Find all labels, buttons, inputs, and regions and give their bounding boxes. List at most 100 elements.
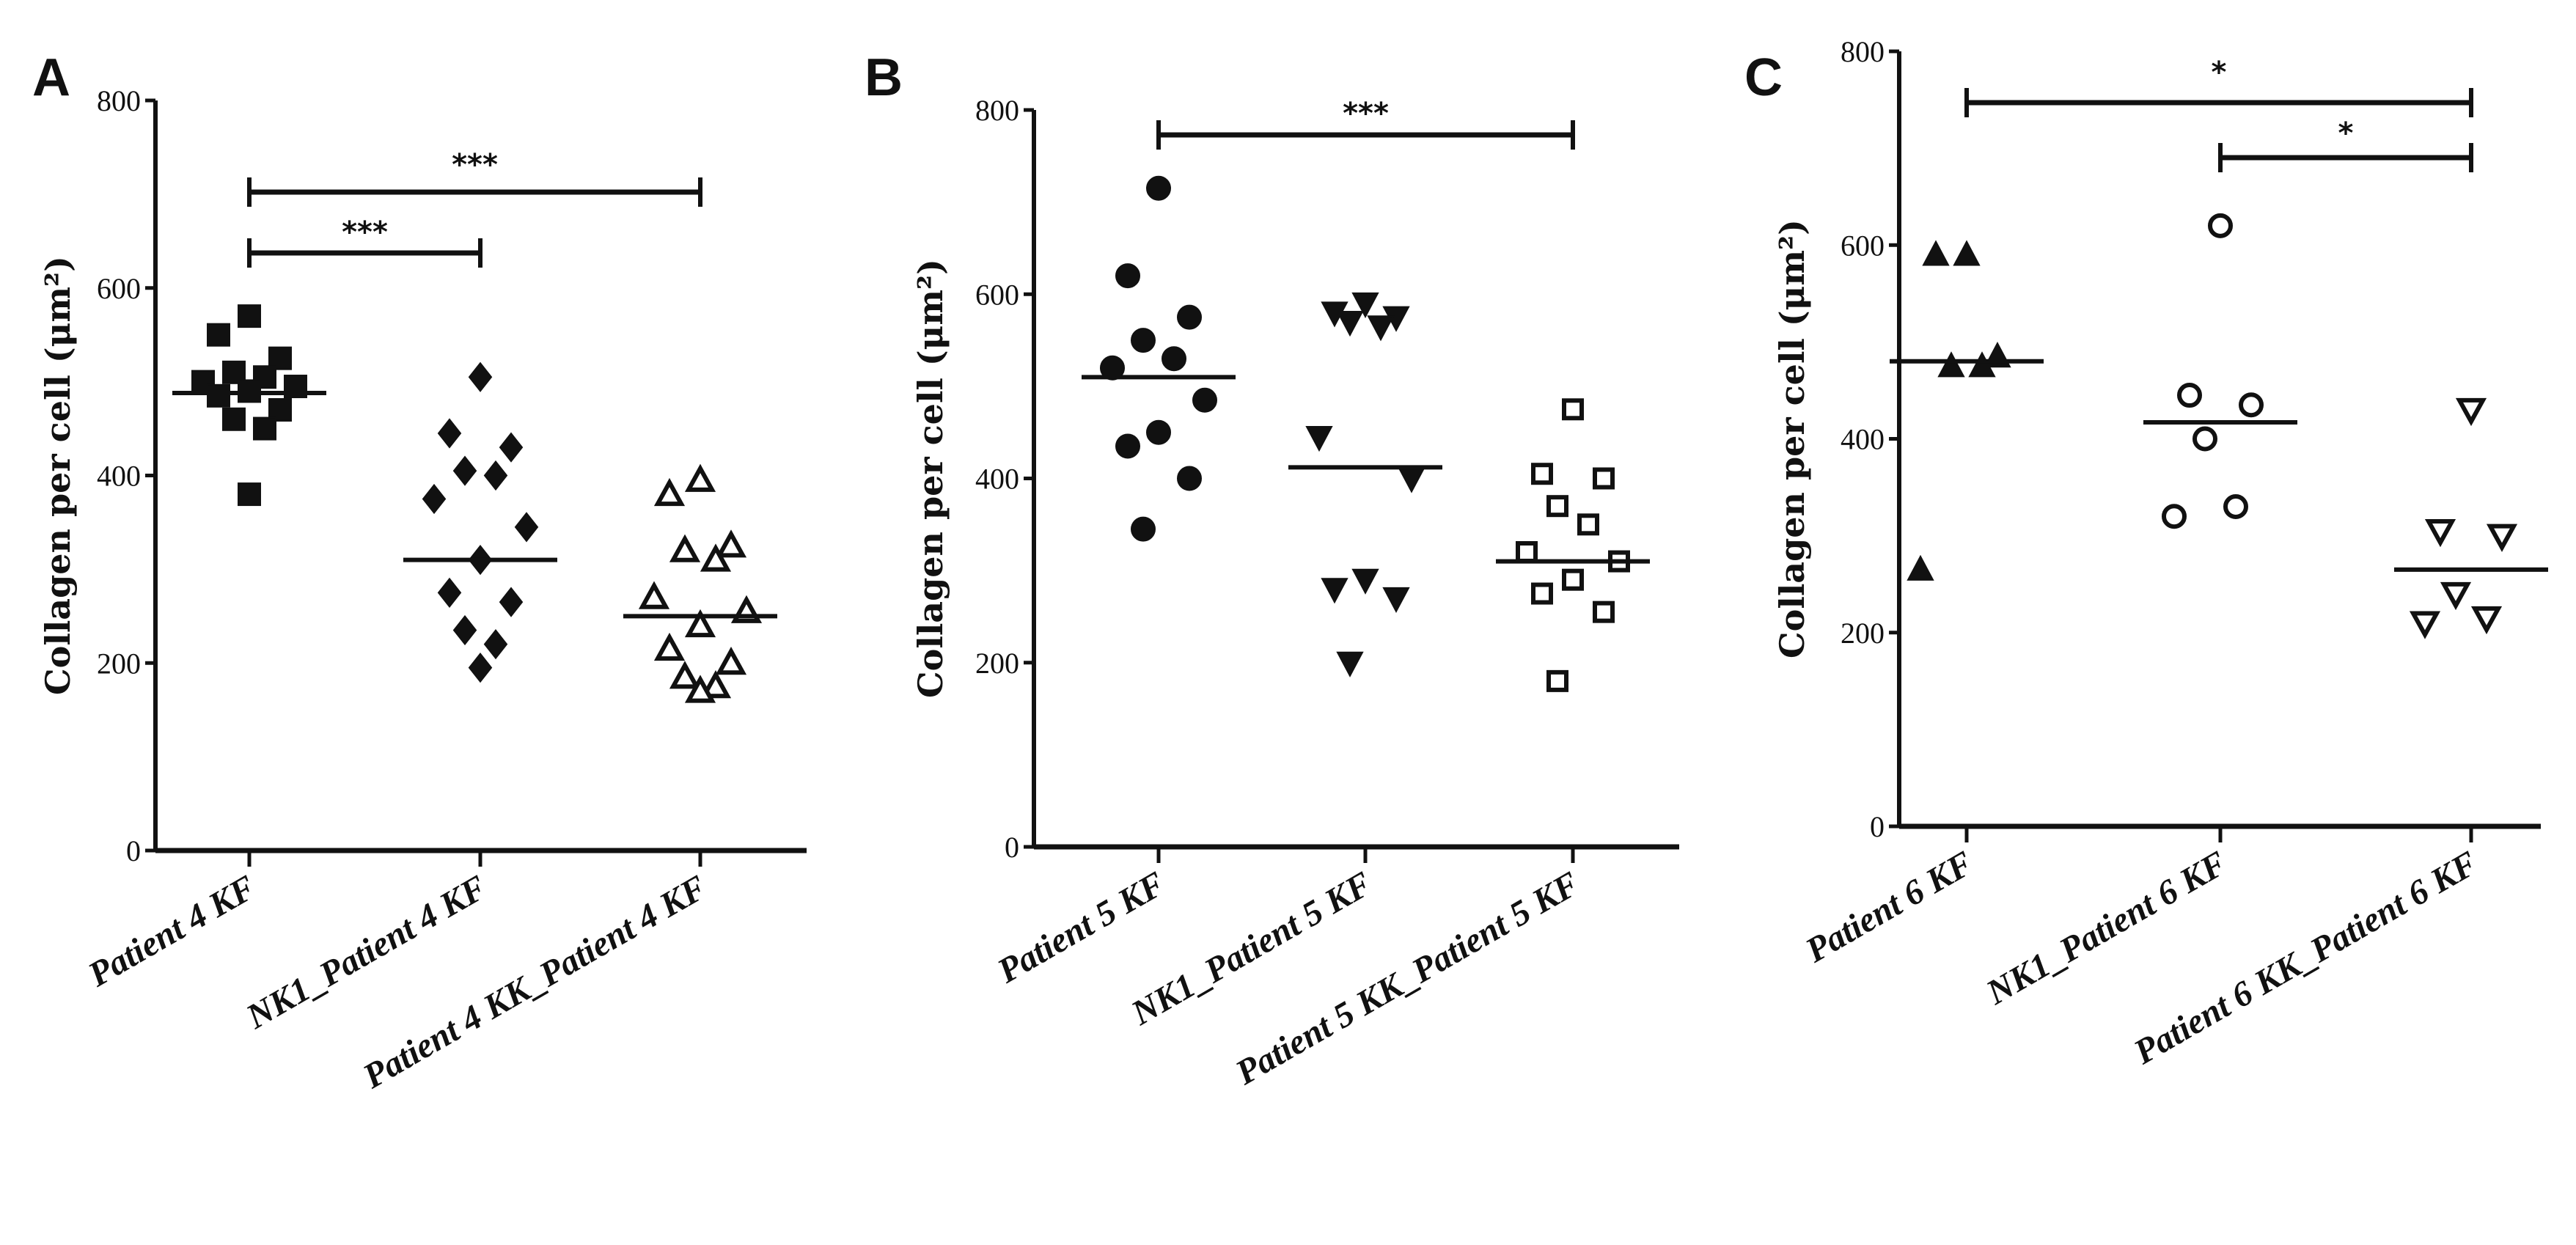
data-point: [468, 653, 493, 683]
data-point: [1131, 328, 1156, 353]
data-point: [1177, 466, 1202, 491]
data-point: [1336, 310, 1364, 337]
data-point: [1562, 398, 1584, 421]
y-tick-label: 600: [97, 272, 141, 305]
data-point: [669, 661, 701, 689]
data-point: [1131, 516, 1156, 542]
data-point: [499, 432, 524, 463]
y-tick-label: 600: [975, 278, 1019, 311]
data-point: [1351, 292, 1379, 318]
data-point: [1593, 601, 1615, 623]
data-point: [2409, 611, 2441, 639]
data-point: [1531, 463, 1553, 485]
chart-panel-c: C 0 200 400 600 800 Collagen per cell (μm²) Pat…: [1744, 35, 2548, 1072]
data-point: [700, 670, 732, 699]
data-point: [1937, 351, 1965, 378]
data-point: [1162, 346, 1186, 372]
data-point: [1546, 495, 1568, 518]
data-point: [499, 587, 524, 617]
data-point: [452, 455, 477, 486]
significance-label: ***: [1343, 97, 1389, 131]
data-point: [483, 460, 508, 491]
data-point: [483, 629, 508, 660]
data-point: [422, 483, 447, 515]
data-point: [1546, 669, 1568, 692]
data-point: [1516, 541, 1538, 563]
data-point: [700, 543, 732, 572]
data-point: [669, 534, 701, 562]
data-point: [1922, 240, 1950, 266]
panel-letter: B: [865, 48, 903, 107]
data-point: [1907, 554, 1934, 581]
data-point: [238, 304, 261, 328]
data-point: [2486, 524, 2518, 552]
panel-letter: C: [1744, 48, 1783, 107]
data-point: [1398, 467, 1425, 493]
data-point: [2440, 581, 2472, 611]
y-axis-label: Collagen per cell (μm²): [38, 256, 78, 695]
data-point: [1100, 355, 1125, 381]
y-tick-label: 400: [97, 460, 141, 493]
x-tick-label: Patient 5 KK_Patient 5 KF: [1229, 864, 1586, 1093]
data-point: [1192, 387, 1217, 413]
y-tick-label: 800: [97, 84, 141, 117]
y-tick-label: 200: [97, 647, 141, 680]
data-point: [2223, 493, 2248, 519]
data-point: [253, 416, 276, 441]
y-axis-label: Collagen per cell (μm²): [911, 259, 950, 698]
data-point: [1146, 175, 1171, 201]
data-point: [1321, 578, 1348, 604]
data-point: [238, 482, 261, 507]
data-point: [653, 477, 686, 507]
y-tick-label: 200: [975, 647, 1019, 680]
panel-letter: A: [32, 48, 70, 107]
data-point: [2208, 213, 2233, 238]
y-tick-label: 200: [1841, 617, 1885, 650]
data-point: [2239, 392, 2264, 418]
data-point: [468, 361, 493, 392]
data-point: [1367, 315, 1395, 342]
y-tick-label: 0: [126, 834, 141, 867]
data-point: [1115, 433, 1140, 459]
y-tick-label: 600: [1841, 229, 1885, 262]
y-tick-label: 400: [1841, 423, 1885, 456]
data-point: [222, 407, 246, 431]
data-point: [207, 383, 230, 408]
y-tick-label: 0: [1005, 831, 1019, 864]
data-point: [2470, 606, 2503, 635]
y-axis-label: Collagen per cell (μm²): [1772, 219, 1812, 658]
data-point: [437, 418, 462, 449]
significance-label: ***: [342, 216, 388, 249]
data-point: [2177, 383, 2202, 408]
data-point: [1115, 263, 1140, 289]
significance-label: ***: [452, 148, 498, 182]
x-tick-label: NK1_Patient 6 KF: [1979, 844, 2233, 1013]
data-point: [207, 323, 230, 347]
chart-panel-a: A 0 200 400 600 800 Collagen per cell (μm²) Pat…: [32, 48, 807, 1096]
data-point: [715, 529, 747, 558]
data-point: [1351, 568, 1379, 595]
x-tick-label: Patient 6 KF: [1799, 844, 1980, 971]
chart-panel-b: B 0 200 400 600 800 Collagen per cell (μm²) Pat…: [865, 48, 1679, 1092]
data-point: [253, 365, 276, 389]
data-point: [715, 647, 747, 675]
y-tick-label: 400: [975, 463, 1019, 496]
data-point: [1562, 568, 1584, 591]
data-point: [514, 512, 539, 543]
data-point: [2162, 504, 2187, 529]
data-point: [1336, 651, 1364, 677]
data-point: [1305, 425, 1333, 452]
data-point: [437, 577, 462, 608]
data-point: [653, 632, 686, 661]
data-point: [1953, 240, 1981, 266]
data-point: [1177, 304, 1202, 330]
data-point: [684, 609, 716, 638]
data-point: [684, 675, 716, 703]
data-point: [1577, 513, 1599, 536]
data-point: [1968, 351, 1996, 378]
data-point: [452, 614, 477, 646]
data-point: [1531, 582, 1553, 605]
x-tick-label: Patient 4 KF: [81, 868, 263, 995]
data-point: [2192, 426, 2217, 452]
data-point: [1146, 419, 1171, 445]
